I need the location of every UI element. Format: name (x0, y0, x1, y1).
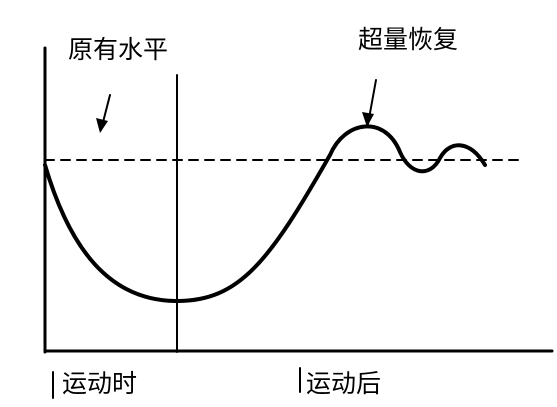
baseline-label: 原有水平 (68, 35, 168, 64)
after-exercise-label: 运动后 (306, 369, 381, 398)
during-exercise-label: 运动时 (62, 369, 137, 398)
baseline-arrowhead (96, 118, 108, 133)
supercompensation-arrowhead (362, 112, 374, 127)
recovery-curve (43, 124, 487, 304)
supercompensation-label: 超量恢复 (358, 25, 458, 54)
